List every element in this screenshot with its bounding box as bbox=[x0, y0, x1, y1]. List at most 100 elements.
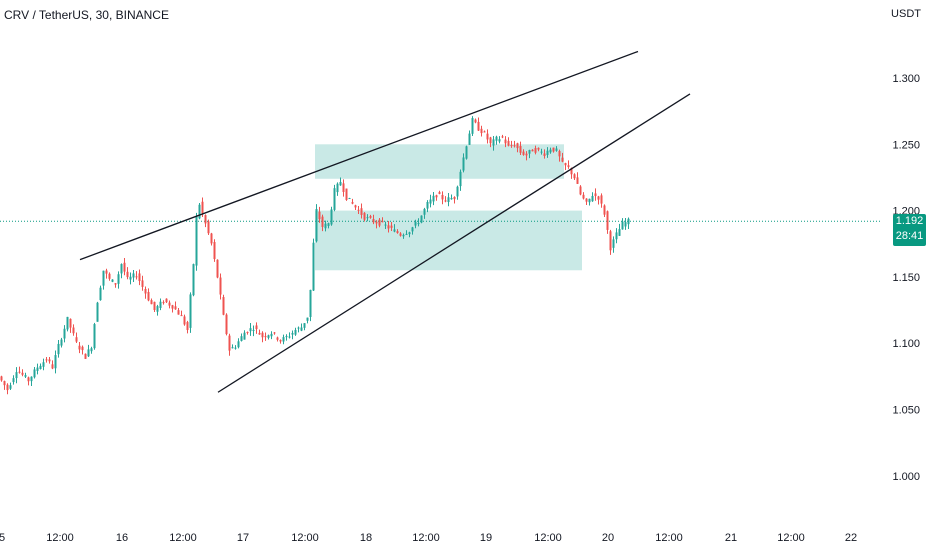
candle-body bbox=[585, 198, 588, 202]
candle-body bbox=[192, 264, 195, 296]
candle-body bbox=[459, 171, 462, 187]
candle-body bbox=[624, 222, 627, 227]
candle-body bbox=[441, 194, 444, 200]
candle-body bbox=[594, 193, 597, 197]
y-tick-label: 1.300 bbox=[892, 73, 920, 85]
y-tick-label: 1.100 bbox=[892, 338, 920, 350]
candle-body bbox=[588, 198, 591, 203]
candle-body bbox=[363, 212, 366, 220]
candle-body bbox=[6, 384, 9, 391]
candle-body bbox=[21, 372, 24, 375]
candle-body bbox=[516, 143, 519, 149]
candle-body bbox=[327, 223, 330, 227]
candle-body bbox=[120, 264, 123, 274]
upper-trendline bbox=[79, 50, 639, 261]
candle-body bbox=[321, 216, 324, 227]
candle-body bbox=[75, 337, 78, 342]
candle-body bbox=[231, 347, 234, 349]
candle-body bbox=[462, 157, 465, 171]
candle-body bbox=[615, 232, 618, 240]
candle-body bbox=[396, 231, 399, 234]
candle-body bbox=[213, 242, 216, 260]
candle-body bbox=[618, 229, 621, 236]
candle-body bbox=[246, 331, 249, 333]
candle-body bbox=[99, 287, 102, 301]
candle-body bbox=[84, 353, 87, 359]
candle-body bbox=[447, 197, 450, 203]
candle-body bbox=[465, 146, 468, 159]
candle-body bbox=[258, 332, 261, 335]
x-tick-label: 12:00 bbox=[534, 532, 562, 544]
candle-body bbox=[237, 341, 240, 348]
candle-body bbox=[306, 317, 309, 321]
candle-body bbox=[27, 377, 30, 382]
candle-body bbox=[30, 376, 33, 382]
candle-body bbox=[0, 376, 3, 381]
candle-body bbox=[498, 139, 501, 142]
candle-body bbox=[54, 355, 57, 369]
candle-body bbox=[372, 218, 375, 223]
candle-body bbox=[189, 294, 192, 328]
candle-body bbox=[609, 231, 612, 251]
candle-body bbox=[276, 337, 279, 340]
candle-body bbox=[333, 188, 336, 210]
candle-body bbox=[3, 381, 6, 386]
candle-body bbox=[543, 153, 546, 156]
bar-countdown: 28:41 bbox=[895, 230, 924, 242]
candle-body bbox=[93, 324, 96, 349]
candle-body bbox=[597, 196, 600, 200]
candle-body bbox=[300, 327, 303, 331]
candle-body bbox=[153, 301, 156, 310]
candle-body bbox=[318, 211, 321, 220]
currency-label: USDT bbox=[891, 8, 921, 20]
candle-body bbox=[36, 367, 39, 371]
candle-body bbox=[330, 209, 333, 225]
candle-body bbox=[252, 329, 255, 331]
x-tick-label: 19 bbox=[480, 532, 492, 544]
candle-body bbox=[483, 131, 486, 133]
x-tick-label: 17 bbox=[237, 532, 249, 544]
y-tick-label: 1.000 bbox=[892, 471, 920, 483]
candle-body bbox=[504, 139, 507, 144]
candle-body bbox=[294, 329, 297, 335]
x-tick-label: 12:00 bbox=[291, 532, 319, 544]
candle-body bbox=[384, 224, 387, 226]
candle-body bbox=[432, 195, 435, 202]
candle-body bbox=[510, 145, 513, 147]
candle-body bbox=[135, 276, 138, 278]
lower-trendline bbox=[217, 93, 691, 393]
candle-body bbox=[150, 300, 153, 305]
candle-body bbox=[435, 195, 438, 198]
candle-body bbox=[66, 316, 69, 330]
candle-body bbox=[273, 332, 276, 334]
candle-body bbox=[534, 148, 537, 153]
candle-body bbox=[489, 137, 492, 144]
candle-body bbox=[18, 371, 21, 373]
candle-body bbox=[78, 345, 81, 350]
candle-body bbox=[102, 270, 105, 286]
candle-body bbox=[225, 314, 228, 335]
candle-body bbox=[81, 346, 84, 351]
candle-body bbox=[249, 328, 252, 332]
x-tick-label: 20 bbox=[602, 532, 614, 544]
candle-body bbox=[375, 221, 378, 224]
candle-body bbox=[558, 151, 561, 157]
candle-body bbox=[216, 259, 219, 278]
candle-body bbox=[42, 362, 45, 367]
candle-body bbox=[360, 208, 363, 215]
candle-body bbox=[411, 227, 414, 232]
candle-body bbox=[201, 201, 204, 214]
candle-body bbox=[198, 204, 201, 219]
candle-body bbox=[141, 280, 144, 287]
candle-body bbox=[207, 221, 210, 234]
x-tick-label: 12:00 bbox=[412, 532, 440, 544]
candle-body bbox=[576, 177, 579, 184]
candle-body bbox=[24, 375, 27, 377]
candle-body bbox=[369, 216, 372, 218]
candle-body bbox=[414, 221, 417, 226]
candle-body bbox=[552, 147, 555, 152]
candle-body bbox=[522, 151, 525, 155]
candle-body bbox=[126, 271, 129, 278]
